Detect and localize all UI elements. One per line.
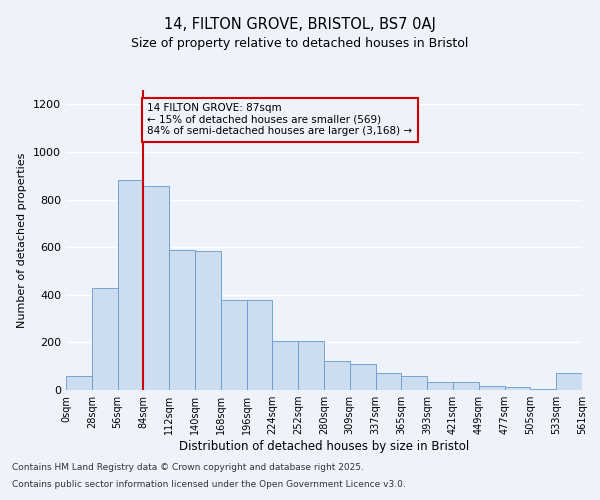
Bar <box>169 250 195 390</box>
Bar <box>401 376 427 390</box>
Bar <box>66 376 92 390</box>
Text: Contains HM Land Registry data © Crown copyright and database right 2025.: Contains HM Land Registry data © Crown c… <box>12 462 364 471</box>
Bar <box>556 374 582 390</box>
Bar <box>350 364 376 390</box>
Bar <box>247 300 272 390</box>
Bar <box>505 387 530 390</box>
Bar <box>118 180 143 390</box>
Bar <box>143 186 169 390</box>
Bar <box>195 250 221 390</box>
Bar <box>479 386 505 390</box>
Text: Contains public sector information licensed under the Open Government Licence v3: Contains public sector information licen… <box>12 480 406 489</box>
Bar <box>453 382 479 390</box>
Bar <box>376 374 401 390</box>
Bar <box>427 382 453 390</box>
Bar <box>530 389 556 390</box>
Text: 14, FILTON GROVE, BRISTOL, BS7 0AJ: 14, FILTON GROVE, BRISTOL, BS7 0AJ <box>164 18 436 32</box>
Text: 14 FILTON GROVE: 87sqm
← 15% of detached houses are smaller (569)
84% of semi-de: 14 FILTON GROVE: 87sqm ← 15% of detached… <box>147 103 412 136</box>
Bar <box>324 362 350 390</box>
Y-axis label: Number of detached properties: Number of detached properties <box>17 152 28 328</box>
Text: Size of property relative to detached houses in Bristol: Size of property relative to detached ho… <box>131 38 469 51</box>
Bar <box>298 341 324 390</box>
Bar <box>221 300 247 390</box>
X-axis label: Distribution of detached houses by size in Bristol: Distribution of detached houses by size … <box>179 440 469 453</box>
Bar <box>92 288 118 390</box>
Bar <box>272 341 298 390</box>
